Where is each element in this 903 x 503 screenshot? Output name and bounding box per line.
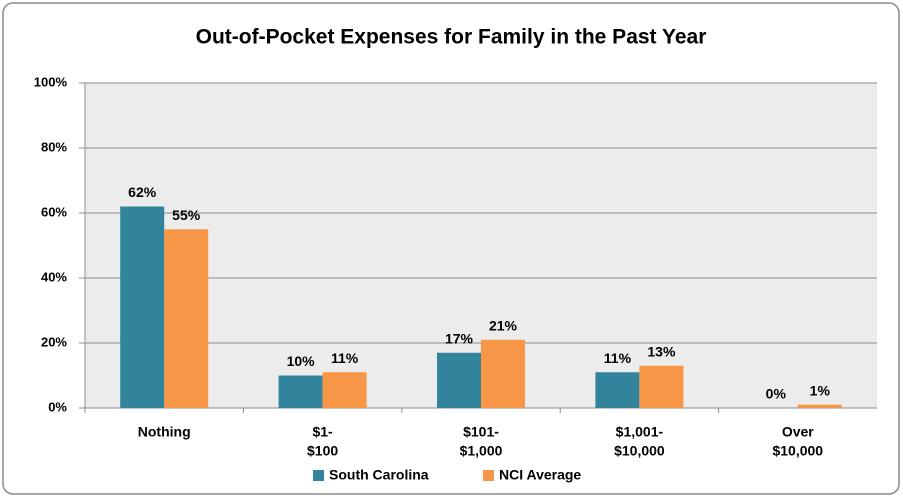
legend-swatch <box>313 470 324 481</box>
value-label: 62% <box>128 184 157 200</box>
bar <box>639 365 684 408</box>
y-tick-label: 100% <box>34 74 68 89</box>
value-label: 1% <box>810 382 831 398</box>
value-label: 10% <box>287 353 316 369</box>
bar <box>322 372 367 408</box>
value-label: 17% <box>445 330 474 346</box>
legend-label: NCI Average <box>499 467 581 483</box>
value-label: 0% <box>766 386 787 402</box>
value-label: 13% <box>647 343 676 359</box>
bar <box>120 206 165 408</box>
bar <box>481 339 525 408</box>
bar <box>797 404 842 408</box>
legend-label: South Carolina <box>329 467 429 483</box>
x-tick-label: $100 <box>307 443 338 459</box>
value-label: 55% <box>172 207 201 223</box>
x-tick-label: $10,000 <box>614 443 665 459</box>
legend-swatch <box>483 470 494 481</box>
y-tick-label: 80% <box>41 139 67 154</box>
x-tick-label: Nothing <box>138 424 191 440</box>
y-tick-label: 40% <box>41 269 67 284</box>
y-tick-label: 20% <box>41 334 67 349</box>
value-label: 21% <box>489 317 518 333</box>
bar <box>595 372 640 408</box>
x-tick-label: $1,000 <box>460 443 503 459</box>
value-label: 11% <box>331 350 359 366</box>
x-tick-label: $1- <box>312 424 333 440</box>
value-label: 11% <box>604 350 632 366</box>
x-tick-label: Over <box>782 424 814 440</box>
x-tick-label: $10,000 <box>772 443 823 459</box>
x-tick-label: $1,001- <box>616 424 664 440</box>
bar <box>164 229 209 408</box>
y-tick-label: 60% <box>41 204 67 219</box>
bar <box>278 375 323 408</box>
x-tick-label: $101- <box>463 424 499 440</box>
chart-title: Out-of-Pocket Expenses for Family in the… <box>196 26 707 49</box>
bar <box>437 352 481 408</box>
y-tick-label: 0% <box>48 399 67 414</box>
